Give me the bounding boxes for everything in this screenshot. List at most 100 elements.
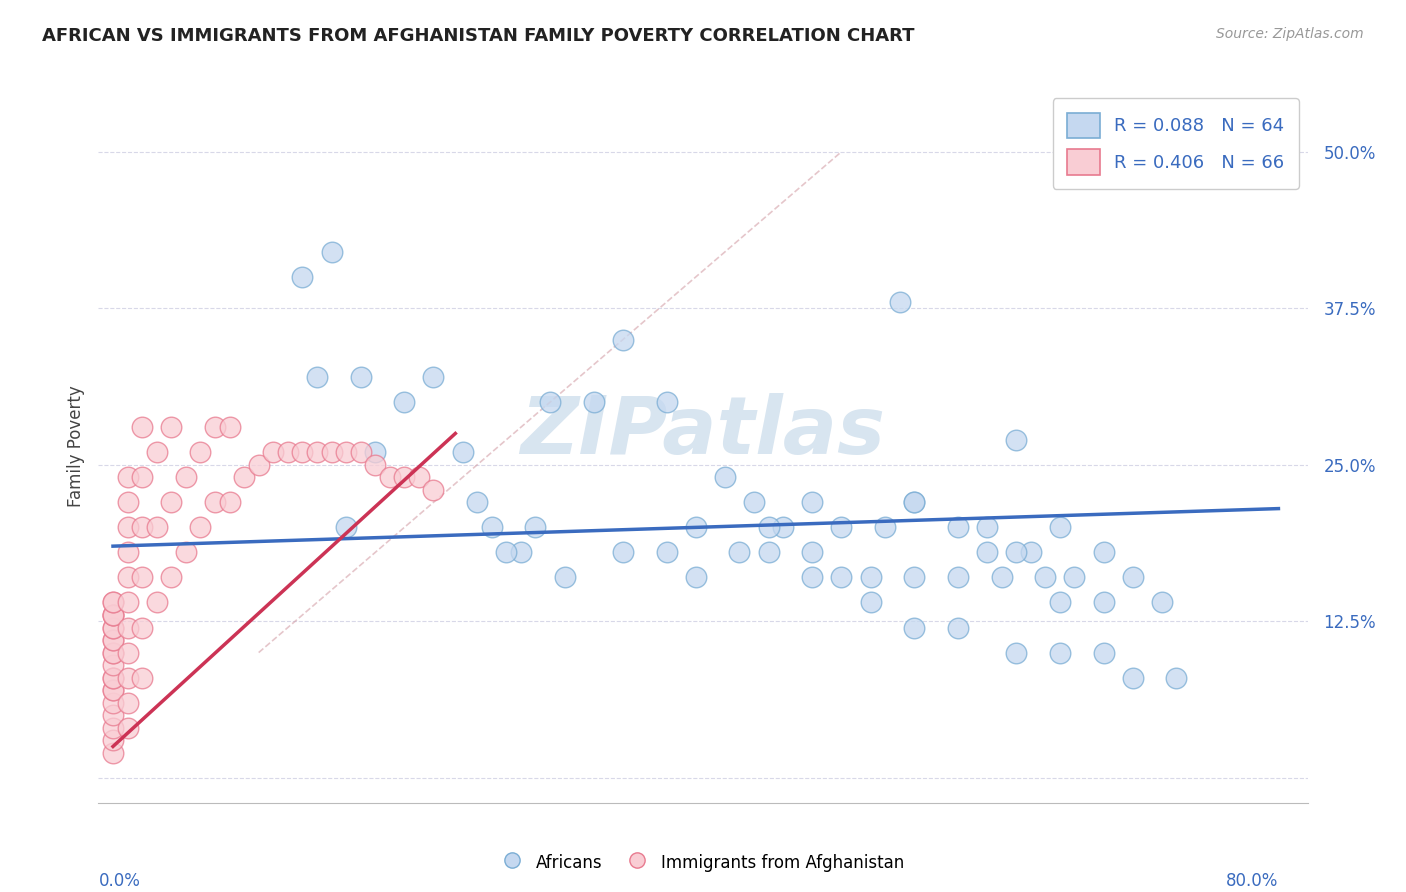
Point [1019, 545, 1042, 559]
Point [101, 683, 124, 698]
Point [801, 570, 824, 584]
Point [1122, 671, 1144, 685]
Point [495, 545, 517, 559]
Point [190, 520, 212, 534]
Point [655, 545, 678, 559]
Point [174, 470, 197, 484]
Point [101, 746, 124, 760]
Point [350, 370, 373, 384]
Point [101, 696, 124, 710]
Point [801, 545, 824, 559]
Point [131, 420, 153, 434]
Point [1049, 520, 1071, 534]
Point [277, 445, 299, 459]
Point [117, 696, 139, 710]
Point [101, 671, 124, 685]
Point [218, 495, 240, 509]
Point [364, 458, 387, 472]
Point [524, 520, 547, 534]
Point [451, 445, 474, 459]
Point [946, 570, 969, 584]
Point [101, 721, 124, 735]
Point [247, 458, 270, 472]
Point [394, 470, 416, 484]
Point [903, 570, 925, 584]
Point [117, 646, 139, 660]
Point [1122, 570, 1144, 584]
Text: AFRICAN VS IMMIGRANTS FROM AFGHANISTAN FAMILY POVERTY CORRELATION CHART: AFRICAN VS IMMIGRANTS FROM AFGHANISTAN F… [42, 27, 915, 45]
Point [612, 333, 634, 347]
Point [305, 445, 328, 459]
Point [742, 495, 765, 509]
Point [160, 420, 183, 434]
Point [335, 520, 357, 534]
Point [903, 621, 925, 635]
Point [378, 470, 401, 484]
Point [101, 708, 124, 723]
Point [101, 633, 124, 648]
Point [903, 495, 925, 509]
Point [1005, 646, 1028, 660]
Point [117, 595, 139, 609]
Point [101, 595, 124, 609]
Point [509, 545, 531, 559]
Point [101, 595, 124, 609]
Point [990, 570, 1012, 584]
Point [758, 520, 780, 534]
Point [160, 495, 183, 509]
Point [481, 520, 503, 534]
Point [1049, 595, 1071, 609]
Point [101, 621, 124, 635]
Point [291, 445, 314, 459]
Point [218, 420, 240, 434]
Point [101, 621, 124, 635]
Point [655, 395, 678, 409]
Point [101, 646, 124, 660]
Point [714, 470, 737, 484]
Point [117, 721, 139, 735]
Point [758, 545, 780, 559]
Point [1166, 671, 1188, 685]
Point [101, 607, 124, 622]
Point [408, 470, 430, 484]
Legend: R = 0.088   N = 64, R = 0.406   N = 66: R = 0.088 N = 64, R = 0.406 N = 66 [1053, 98, 1299, 189]
Point [145, 445, 167, 459]
Text: Source: ZipAtlas.com: Source: ZipAtlas.com [1216, 27, 1364, 41]
Point [101, 646, 124, 660]
Point [1049, 646, 1071, 660]
Point [174, 545, 197, 559]
Point [772, 520, 794, 534]
Point [889, 295, 911, 310]
Text: ZIPatlas: ZIPatlas [520, 392, 886, 471]
Point [117, 621, 139, 635]
Point [101, 683, 124, 698]
Point [364, 445, 387, 459]
Y-axis label: Family Poverty: Family Poverty [66, 385, 84, 507]
Point [101, 607, 124, 622]
Point [612, 545, 634, 559]
Point [1005, 433, 1028, 447]
Point [1005, 545, 1028, 559]
Point [101, 633, 124, 648]
Point [321, 445, 343, 459]
Point [538, 395, 561, 409]
Point [101, 671, 124, 685]
Point [233, 470, 256, 484]
Point [117, 545, 139, 559]
Point [685, 520, 707, 534]
Point [204, 420, 226, 434]
Point [117, 470, 139, 484]
Point [101, 607, 124, 622]
Text: 80.0%: 80.0% [1226, 871, 1278, 889]
Point [903, 495, 925, 509]
Point [145, 595, 167, 609]
Point [131, 671, 153, 685]
Point [685, 570, 707, 584]
Text: 0.0%: 0.0% [98, 871, 141, 889]
Point [582, 395, 605, 409]
Point [394, 395, 416, 409]
Point [291, 270, 314, 285]
Point [204, 495, 226, 509]
Point [422, 483, 444, 497]
Point [859, 570, 882, 584]
